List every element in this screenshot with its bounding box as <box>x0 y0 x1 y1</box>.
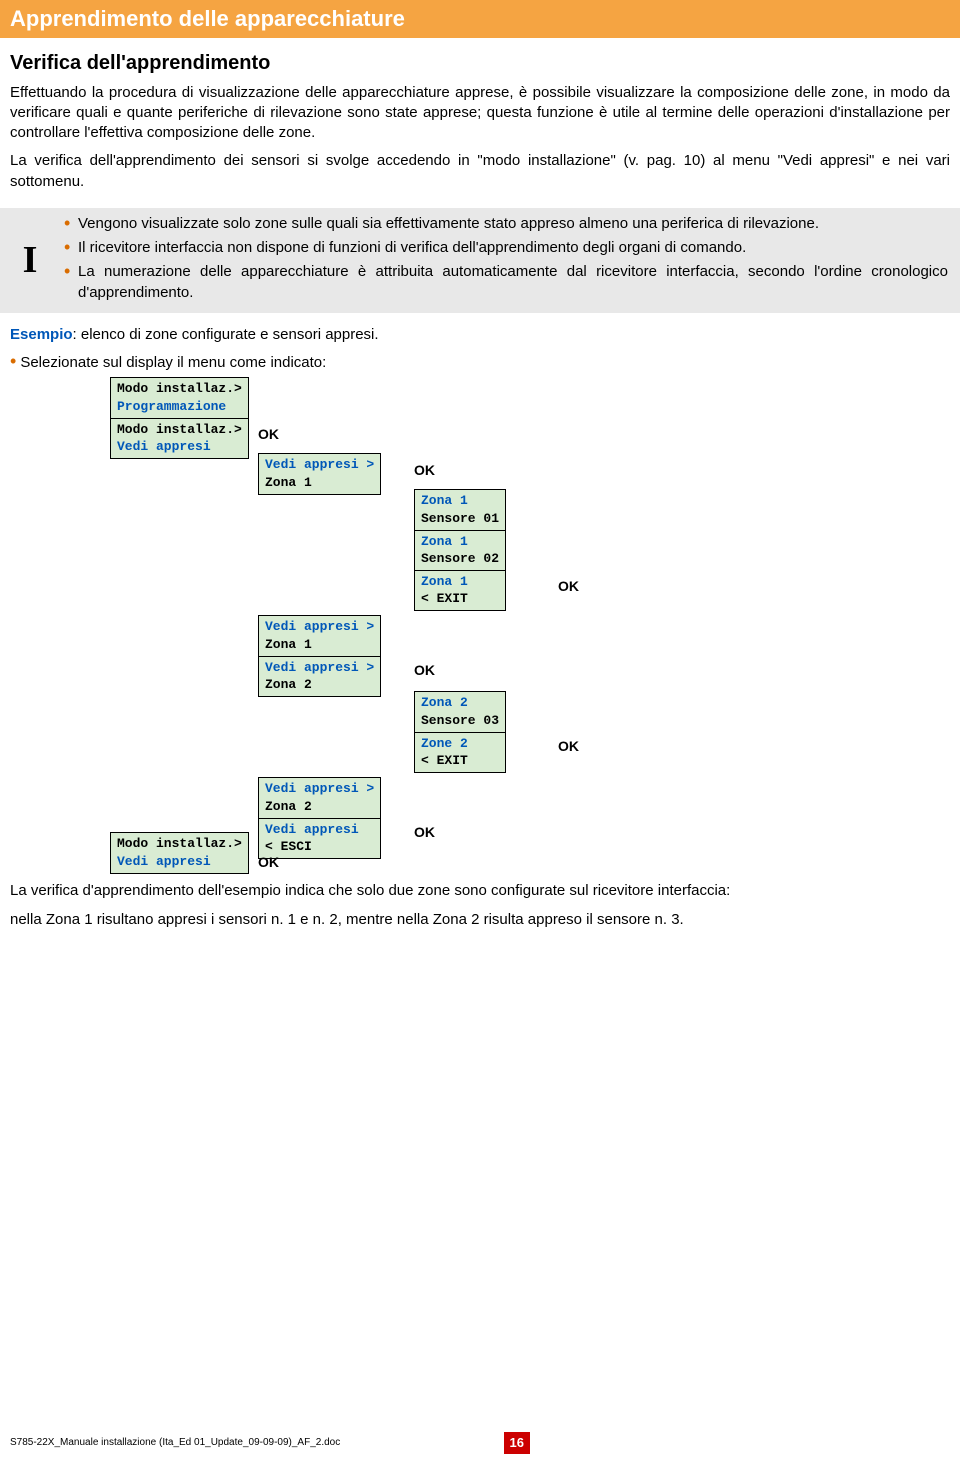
ok-label: OK <box>414 661 435 680</box>
ok-label: OK <box>558 737 579 756</box>
example-rest: : elenco di zone configurate e sensori a… <box>73 326 379 343</box>
menu-box: Vedi appresi > Zona 1 <box>258 615 381 656</box>
menu-diagram: Modo installaz.> Programmazione Modo ins… <box>10 377 950 877</box>
paragraph-1: Effettuando la procedura di visualizzazi… <box>0 83 960 152</box>
select-text: Selezionate sul display il menu come ind… <box>20 354 326 371</box>
menu-box: Zona 1 < EXIT <box>414 570 506 611</box>
menu-box: Zona 2 Sensore 03 <box>414 691 506 732</box>
ok-label: OK <box>414 823 435 842</box>
select-line: •Selezionate sul display il menu come in… <box>0 349 960 377</box>
info-bullet: La numerazione delle apparecchiature è a… <box>64 262 948 303</box>
subheading: Verifica dell'apprendimento <box>0 50 960 83</box>
footer-docname: S785-22X_Manuale installazione (Ita_Ed 0… <box>10 1436 504 1450</box>
menu-box: Modo installaz.> Vedi appresi <box>110 832 249 873</box>
info-body: Vengono visualizzate solo zone sulle qua… <box>60 208 960 313</box>
menu-box: Zona 1 Sensore 01 <box>414 489 506 530</box>
menu-box: Vedi appresi > Zona 1 <box>258 453 381 494</box>
menu-box: Vedi appresi > Zona 2 <box>258 656 381 697</box>
menu-box: Vedi appresi > Zona 2 <box>258 777 381 818</box>
menu-box: Modo installaz.> Programmazione <box>110 377 249 418</box>
closing-1: La verifica d'apprendimento dell'esempio… <box>0 877 960 909</box>
section-banner: Apprendimento delle apparecchiature <box>0 0 960 38</box>
page-footer: S785-22X_Manuale installazione (Ita_Ed 0… <box>10 1432 950 1454</box>
example-line: Esempio: elenco di zone configurate e se… <box>0 325 960 349</box>
example-label: Esempio <box>10 326 73 343</box>
info-bullet: Vengono visualizzate solo zone sulle qua… <box>64 214 948 234</box>
menu-box: Zona 1 Sensore 02 <box>414 530 506 571</box>
menu-box: Modo installaz.> Vedi appresi <box>110 418 249 459</box>
bullet-icon: • <box>10 351 20 371</box>
info-bullet: Il ricevitore interfaccia non dispone di… <box>64 238 948 258</box>
menu-box: Zone 2 < EXIT <box>414 732 506 773</box>
ok-label: OK <box>558 577 579 596</box>
closing-2: nella Zona 1 risultano appresi i sensori… <box>0 910 960 938</box>
paragraph-2: La verifica dell'apprendimento dei senso… <box>0 151 960 200</box>
ok-label: OK <box>258 425 279 444</box>
ok-label: OK <box>258 853 279 872</box>
info-callout: I Vengono visualizzate solo zone sulle q… <box>0 208 960 313</box>
info-letter: I <box>0 208 60 313</box>
page-number-box: 16 <box>504 1432 530 1454</box>
ok-label: OK <box>414 461 435 480</box>
